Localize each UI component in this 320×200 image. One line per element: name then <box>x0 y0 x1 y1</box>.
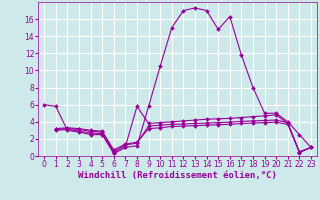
X-axis label: Windchill (Refroidissement éolien,°C): Windchill (Refroidissement éolien,°C) <box>78 171 277 180</box>
